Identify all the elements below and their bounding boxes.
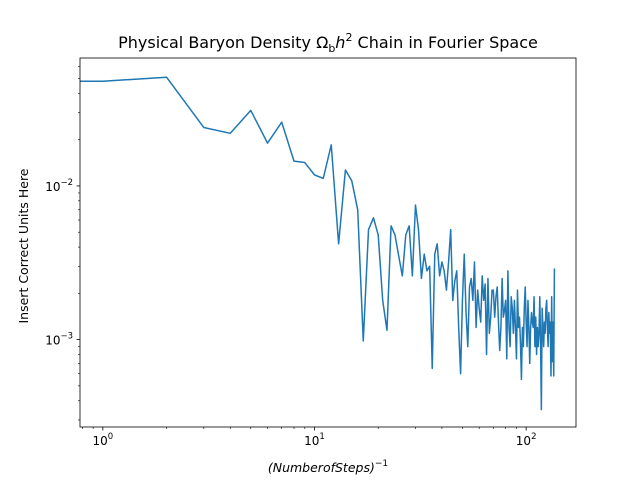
y-axis-label: Insert Correct Units Here xyxy=(16,168,31,323)
chart-title: Physical Baryon Density Ωbh2 Chain in Fo… xyxy=(118,31,538,55)
x-axis-label: (NumberofSteps)−1 xyxy=(268,459,388,475)
x-tick-label: 101 xyxy=(304,432,325,448)
y-tick-label: 10−3 xyxy=(45,332,73,348)
series-line xyxy=(80,76,556,411)
plot-area: 100 101 102 10−3 10−2 xyxy=(45,57,577,448)
x-tick-label: 100 xyxy=(92,432,113,448)
y-tick-label: 10−2 xyxy=(45,178,73,194)
x-tick-label: 102 xyxy=(516,432,537,448)
axes-frame xyxy=(79,57,577,428)
